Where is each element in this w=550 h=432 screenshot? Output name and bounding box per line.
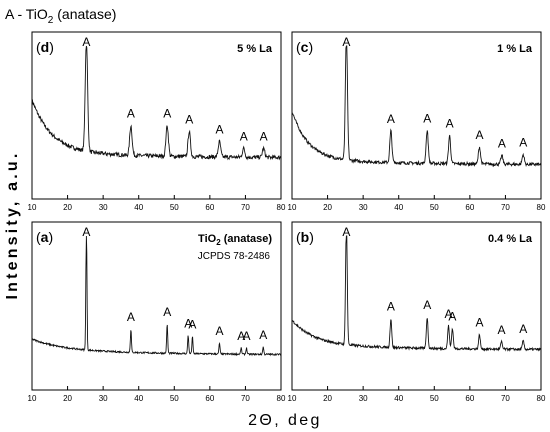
peak-label: A (446, 117, 454, 131)
peak-label: A (127, 310, 135, 324)
jcpds-reference: JCPDS 78-2486 (198, 251, 271, 262)
x-tick-label: 70 (241, 203, 250, 212)
x-tick-label: 50 (170, 203, 179, 212)
panel-b: 10 20 30 40 50 60 70 80 AA AAA AA A (b) 0.4 % La (288, 221, 546, 403)
x-tick-label: 10 (288, 203, 297, 212)
x-tick-label: 70 (501, 394, 510, 403)
tick-group: 10 20 30 40 50 60 70 80 (28, 195, 286, 212)
x-tick-label: 70 (501, 203, 510, 212)
panel-letter-b: (b) (296, 229, 314, 245)
plot-frame (31, 31, 282, 200)
peak-label: A (240, 129, 248, 143)
anatase-legend-subscript: 2 (48, 15, 54, 26)
peak-label: A (423, 298, 431, 312)
peak-label-group: AA AAA A AA A (82, 225, 267, 343)
x-tick-label: 30 (99, 203, 108, 212)
series-line (31, 45, 282, 161)
peak-label: A (188, 318, 196, 332)
x-tick-label: 50 (430, 394, 439, 403)
peak-label: A (423, 111, 431, 125)
anatase-legend-prefix: A - TiO (5, 6, 48, 22)
x-tick-label: 50 (430, 203, 439, 212)
x-tick-label: 30 (359, 394, 368, 403)
x-tick-label: 10 (288, 394, 297, 403)
x-tick-label: 70 (241, 394, 250, 403)
peak-label: A (444, 307, 452, 321)
x-tick-label: 80 (277, 203, 286, 212)
peak-label: A (215, 123, 223, 137)
peak-label: A (82, 35, 90, 49)
peak-label: A (185, 112, 193, 126)
peak-label: A (260, 130, 268, 144)
x-tick-label: 20 (63, 394, 72, 403)
panel-title-d: 5 % La (237, 43, 273, 55)
x-tick-label: 40 (394, 203, 403, 212)
peak-label: A (184, 316, 192, 330)
panel-title-a: TiO2 (anatase) (198, 233, 272, 247)
peak-label: A (163, 107, 171, 121)
series-line (291, 45, 542, 168)
anatase-legend: A - TiO2 (anatase) (5, 6, 116, 26)
panel-c: 10 20 30 40 50 60 70 80 AA A AAA A (c) 1 % La (288, 31, 546, 212)
panel-letter-d: (d) (36, 39, 54, 55)
peak-label: A (387, 112, 395, 126)
peak-label: A (215, 324, 223, 338)
peak-label-group: AA AAA AA A (342, 225, 527, 337)
peak-label: A (127, 107, 135, 121)
panel-title-c: 1 % La (497, 43, 533, 55)
peak-label: A (387, 300, 395, 314)
peak-label: A (475, 128, 483, 142)
peak-label: A (497, 323, 505, 337)
peak-label: A (475, 316, 483, 330)
x-tick-label: 10 (28, 203, 37, 212)
x-tick-label: 50 (170, 394, 179, 403)
x-tick-label: 20 (323, 394, 332, 403)
x-tick-label: 60 (465, 203, 474, 212)
x-tick-label: 40 (134, 203, 143, 212)
peak-label: A (519, 136, 527, 150)
tick-group: 10 20 30 40 50 60 70 80 (28, 386, 286, 403)
x-tick-label: 20 (63, 203, 72, 212)
x-tick-label: 60 (205, 203, 214, 212)
series-line (31, 235, 282, 357)
x-tick-label: 40 (394, 394, 403, 403)
peak-label: A (259, 328, 267, 342)
x-tick-label: 10 (28, 394, 37, 403)
peak-label: A (498, 137, 506, 151)
panel-letter-a: (a) (36, 229, 53, 245)
x-tick-label: 60 (205, 394, 214, 403)
y-axis-label: Intensity, a.u. (4, 150, 21, 299)
x-tick-label: 20 (323, 203, 332, 212)
panel-d: 10 20 30 40 50 60 70 80 AA A AA A A (d) 5 % La (28, 31, 286, 212)
series-line (291, 235, 542, 352)
x-axis-label: 2Θ, deg (248, 412, 322, 429)
plot-frame (291, 31, 542, 200)
tick-group: 10 20 30 40 50 60 70 80 (288, 195, 546, 212)
x-tick-label: 30 (99, 394, 108, 403)
panel-title-b: 0.4 % La (488, 233, 533, 245)
plot-frame (31, 221, 282, 391)
panel-a: 10 20 30 40 50 60 70 80 AA AAA A AA A (a) TiO2 (ana… (28, 221, 286, 403)
peak-label: A (242, 329, 250, 343)
peak-label: A (163, 305, 171, 319)
x-tick-label: 30 (359, 203, 368, 212)
plot-frame (291, 221, 542, 391)
x-tick-label: 80 (537, 203, 546, 212)
tick-group: 10 20 30 40 50 60 70 80 (288, 386, 546, 403)
peak-label: A (237, 329, 245, 343)
anatase-legend-suffix: (anatase) (53, 6, 116, 22)
x-tick-label: 40 (134, 394, 143, 403)
panel-letter-c: (c) (296, 39, 313, 55)
x-tick-label: 80 (537, 394, 546, 403)
peak-label: A (519, 322, 527, 336)
peak-label: A (342, 225, 350, 239)
x-tick-label: 80 (277, 394, 286, 403)
peak-label: A (448, 309, 456, 323)
peak-label: A (82, 225, 90, 239)
peak-label: A (342, 35, 350, 49)
x-tick-label: 60 (465, 394, 474, 403)
